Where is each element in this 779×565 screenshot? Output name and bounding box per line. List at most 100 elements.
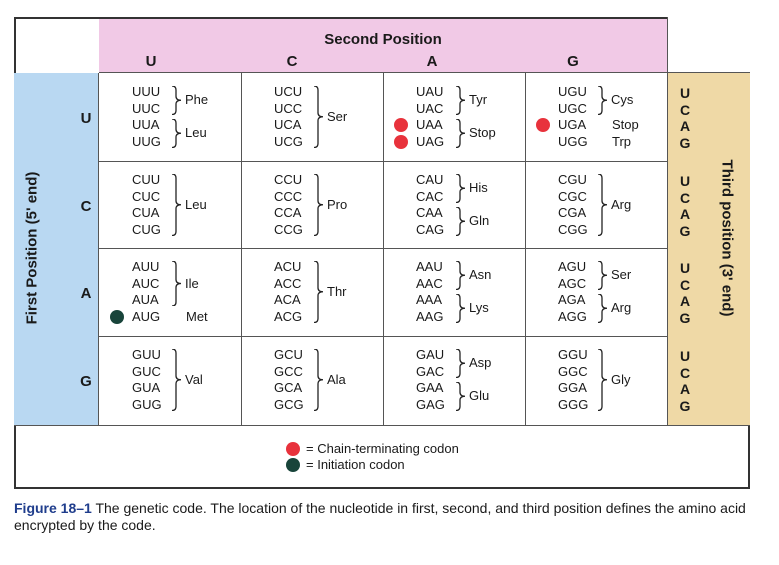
codon-aug: AUG bbox=[132, 308, 161, 324]
amino-acid-cys: Cys bbox=[611, 92, 634, 108]
codon-cgc: CGC bbox=[558, 188, 587, 204]
amino-acid-ile: Ile bbox=[185, 275, 199, 291]
table-bottom-line bbox=[14, 425, 750, 426]
codon-cac: CAC bbox=[416, 188, 444, 204]
brace-icon bbox=[597, 294, 608, 323]
amino-acid-val: Val bbox=[185, 371, 203, 387]
brace-icon bbox=[455, 261, 466, 290]
amino-acid-gln: Gln bbox=[469, 213, 490, 229]
codon-aca: ACA bbox=[274, 292, 301, 307]
codon-gga: GGA bbox=[558, 380, 587, 395]
codon-ggg: GGG bbox=[558, 396, 589, 412]
amino-acid-his: His bbox=[469, 180, 488, 196]
codon-gau: GAU bbox=[416, 347, 445, 362]
brace-icon bbox=[455, 294, 466, 323]
brace-icon bbox=[455, 207, 466, 236]
stop-marker-icon bbox=[394, 134, 408, 149]
amino-acid-pro: Pro bbox=[327, 196, 348, 212]
brace-icon bbox=[597, 349, 608, 411]
amino-acid-leu: Leu bbox=[185, 196, 207, 212]
codon-uau: UAU bbox=[416, 84, 444, 99]
codon-gag: GAG bbox=[416, 396, 445, 412]
column-divider bbox=[525, 73, 526, 425]
codon-agc: AGC bbox=[558, 275, 587, 291]
codon-cuu: CUU bbox=[132, 172, 161, 187]
third-position-label: Third position (3' end) bbox=[718, 159, 736, 317]
codon-gcc: GCC bbox=[274, 363, 303, 379]
first-letter-a: A bbox=[80, 285, 92, 302]
amino-acid-trp: Trp bbox=[612, 133, 632, 149]
brace-icon bbox=[171, 261, 182, 306]
third-letter: C bbox=[679, 364, 691, 381]
first-position-column bbox=[14, 73, 99, 425]
red-dot-icon bbox=[286, 441, 300, 456]
brace-icon bbox=[313, 86, 324, 148]
third-letter: G bbox=[679, 397, 691, 414]
row-divider bbox=[99, 161, 667, 162]
amino-acid-asp: Asp bbox=[469, 355, 492, 371]
codon-gac: GAC bbox=[416, 363, 445, 379]
column-divider bbox=[241, 73, 242, 425]
amino-acid-glu: Glu bbox=[469, 388, 490, 404]
amino-acid-phe: Phe bbox=[185, 92, 209, 108]
second-position-header: Second Position U C A G bbox=[99, 17, 667, 73]
codon-ugc: UGC bbox=[558, 100, 587, 116]
codon-aau: AAU bbox=[416, 259, 443, 274]
codon-gua: GUA bbox=[132, 380, 161, 395]
first-letter-g: G bbox=[80, 373, 92, 390]
codon-aag: AAG bbox=[416, 308, 444, 324]
codon-uac: UAC bbox=[416, 100, 444, 116]
first-letter-c: C bbox=[80, 198, 92, 215]
stop-marker-icon bbox=[394, 118, 408, 132]
amino-acid-ser: Ser bbox=[611, 267, 632, 283]
green-dot-icon bbox=[286, 457, 300, 472]
brace-icon bbox=[597, 174, 608, 236]
codon-ugu: UGU bbox=[558, 84, 587, 99]
stop-marker-icon bbox=[536, 118, 550, 132]
codon-cag: CAG bbox=[416, 221, 445, 237]
figure-label: Figure 18–1 bbox=[14, 500, 92, 516]
second-letter-g: G bbox=[567, 53, 579, 70]
third-letter: G bbox=[679, 309, 691, 326]
second-letter-c: C bbox=[286, 53, 298, 70]
brace-icon bbox=[455, 349, 466, 378]
codon-guu: GUU bbox=[132, 347, 161, 362]
third-letter: C bbox=[679, 276, 691, 293]
legend-initiation-text: = Initiation codon bbox=[306, 457, 405, 472]
amino-acid-tyr: Tyr bbox=[469, 92, 488, 108]
codon-agu: AGU bbox=[558, 259, 587, 274]
codon-auc: AUC bbox=[132, 275, 160, 291]
codon-uua: UUA bbox=[132, 117, 160, 132]
codon-cgu: CGU bbox=[558, 172, 587, 187]
row-divider bbox=[99, 248, 667, 249]
genetic-code-table bbox=[14, 17, 750, 489]
brace-icon bbox=[313, 261, 324, 323]
third-letter: A bbox=[679, 293, 691, 309]
brace-icon bbox=[313, 174, 324, 236]
brace-icon bbox=[455, 174, 466, 203]
row-divider bbox=[99, 336, 667, 337]
legend-terminating: = Chain-terminating codon bbox=[286, 441, 459, 456]
brace-icon bbox=[313, 349, 324, 411]
codon-acu: ACU bbox=[274, 259, 302, 274]
codon-caa: CAA bbox=[416, 205, 443, 220]
third-letter: A bbox=[679, 206, 691, 222]
codon-gca: GCA bbox=[274, 380, 303, 395]
amino-acid-stop: Stop bbox=[469, 125, 496, 141]
codon-cua: CUA bbox=[132, 205, 160, 220]
third-letter: U bbox=[679, 348, 691, 364]
column-divider bbox=[383, 73, 384, 425]
third-letter: A bbox=[679, 118, 691, 134]
amino-acid-met: Met bbox=[186, 308, 208, 324]
codon-uuu: UUU bbox=[132, 84, 161, 99]
codon-guc: GUC bbox=[132, 363, 161, 379]
codon-cgg: CGG bbox=[558, 221, 588, 237]
figure-caption: Figure 18–1 The genetic code. The locati… bbox=[14, 500, 754, 534]
third-letter: U bbox=[679, 173, 691, 189]
codon-cug: CUG bbox=[132, 221, 161, 237]
third-letter: U bbox=[679, 260, 691, 276]
codon-auu: AUU bbox=[132, 259, 160, 274]
third-position-column bbox=[667, 17, 750, 425]
amino-acid-gly: Gly bbox=[611, 371, 631, 387]
